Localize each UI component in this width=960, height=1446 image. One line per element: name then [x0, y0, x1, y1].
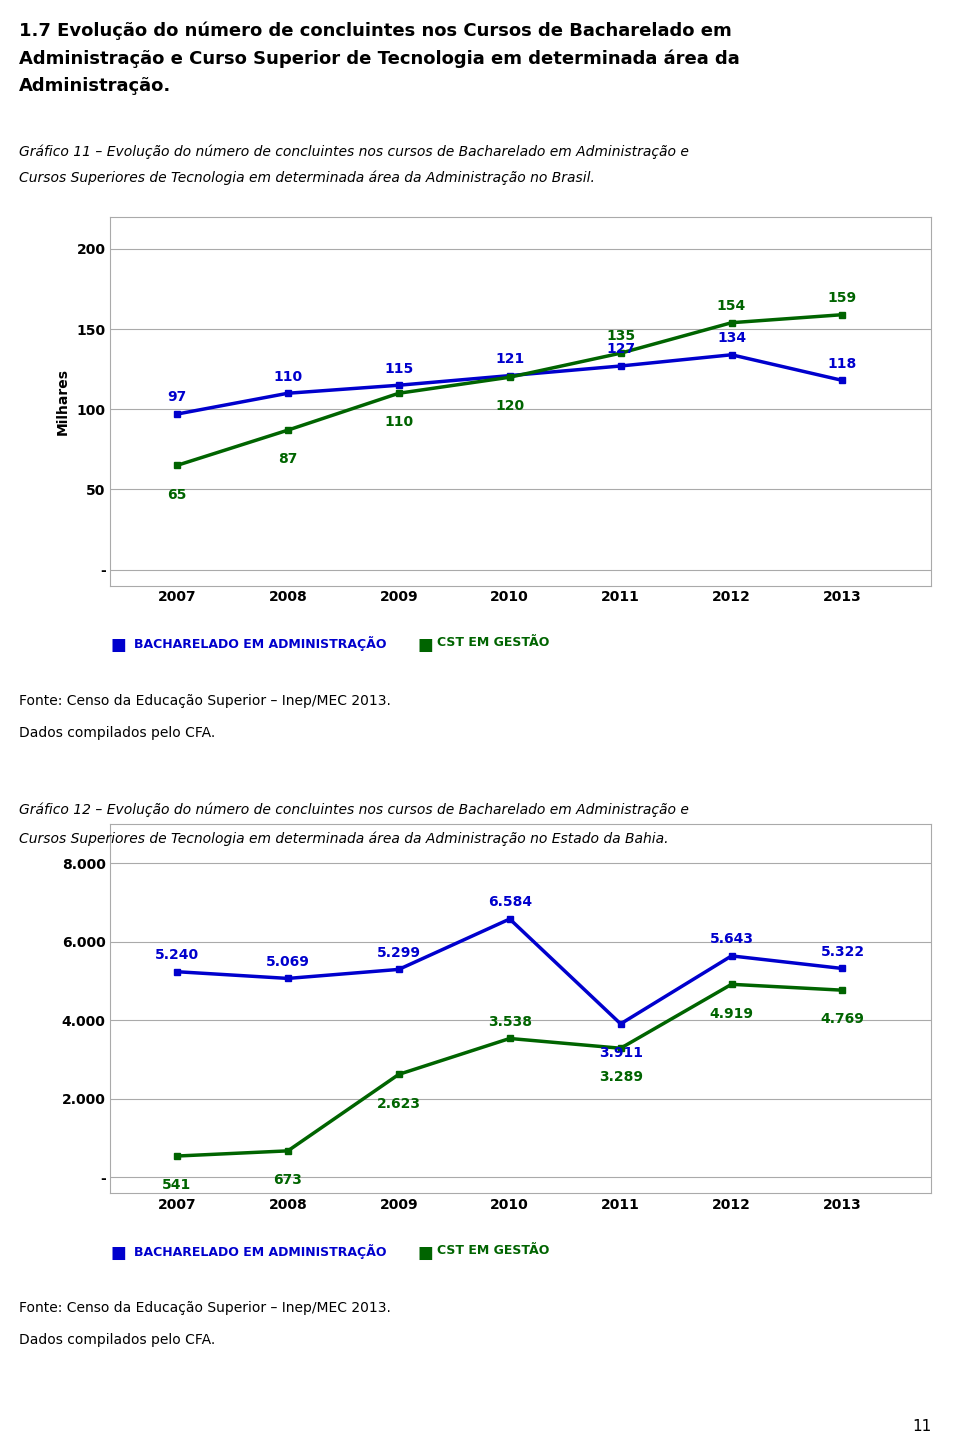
- Y-axis label: Milhares: Milhares: [56, 367, 69, 435]
- Text: 121: 121: [495, 351, 524, 366]
- Text: ■: ■: [110, 1244, 126, 1261]
- Text: Fonte: Censo da Educação Superior – Inep/MEC 2013.: Fonte: Censo da Educação Superior – Inep…: [19, 1301, 391, 1316]
- Text: Administração.: Administração.: [19, 77, 172, 94]
- Text: 3.538: 3.538: [488, 1015, 532, 1028]
- Text: ■: ■: [110, 636, 126, 654]
- Text: 6.584: 6.584: [488, 895, 532, 910]
- Text: 159: 159: [828, 291, 857, 305]
- Text: 3.289: 3.289: [599, 1070, 642, 1084]
- Text: 2.623: 2.623: [376, 1096, 420, 1111]
- Text: 5.322: 5.322: [821, 944, 865, 959]
- Text: Dados compilados pelo CFA.: Dados compilados pelo CFA.: [19, 1333, 215, 1348]
- Text: 5.299: 5.299: [376, 946, 420, 960]
- Text: 110: 110: [274, 370, 302, 383]
- Text: 65: 65: [167, 487, 186, 502]
- Text: Fonte: Censo da Educação Superior – Inep/MEC 2013.: Fonte: Censo da Educação Superior – Inep…: [19, 694, 391, 709]
- Text: Gráfico 12 – Evolução do número de concluintes nos cursos de Bacharelado em Admi: Gráfico 12 – Evolução do número de concl…: [19, 803, 689, 817]
- Text: 127: 127: [606, 343, 636, 356]
- Text: 673: 673: [274, 1173, 302, 1187]
- Text: 97: 97: [167, 390, 186, 405]
- Text: 115: 115: [384, 362, 414, 376]
- Text: 87: 87: [278, 453, 298, 467]
- Text: Cursos Superiores de Tecnologia em determinada área da Administração no Estado d: Cursos Superiores de Tecnologia em deter…: [19, 831, 669, 846]
- Text: Cursos Superiores de Tecnologia em determinada área da Administração no Brasil.: Cursos Superiores de Tecnologia em deter…: [19, 171, 595, 185]
- Text: 11: 11: [912, 1420, 931, 1434]
- Text: 5.240: 5.240: [155, 949, 199, 962]
- Text: CST EM GESTÃO: CST EM GESTÃO: [437, 1244, 549, 1257]
- Text: 5.069: 5.069: [266, 954, 310, 969]
- Text: 154: 154: [717, 299, 746, 312]
- Text: ■: ■: [418, 1244, 433, 1261]
- Text: 118: 118: [828, 357, 857, 370]
- Text: 5.643: 5.643: [709, 933, 754, 946]
- Text: ■: ■: [418, 636, 433, 654]
- Text: Administração e Curso Superior de Tecnologia em determinada área da: Administração e Curso Superior de Tecnol…: [19, 49, 740, 68]
- Text: 4.769: 4.769: [821, 1012, 864, 1027]
- Text: CST EM GESTÃO: CST EM GESTÃO: [437, 636, 549, 649]
- Text: Dados compilados pelo CFA.: Dados compilados pelo CFA.: [19, 726, 215, 740]
- Text: 120: 120: [495, 399, 524, 414]
- Text: 3.911: 3.911: [599, 1045, 642, 1060]
- Text: BACHARELADO EM ADMINISTRAÇÃO: BACHARELADO EM ADMINISTRAÇÃO: [134, 636, 387, 651]
- Text: 4.919: 4.919: [709, 1006, 754, 1021]
- Text: 135: 135: [606, 330, 636, 344]
- Text: BACHARELADO EM ADMINISTRAÇÃO: BACHARELADO EM ADMINISTRAÇÃO: [134, 1244, 387, 1258]
- Text: 134: 134: [717, 331, 746, 346]
- Text: 1.7 Evolução do número de concluintes nos Cursos de Bacharelado em: 1.7 Evolução do número de concluintes no…: [19, 22, 732, 40]
- Text: Gráfico 11 – Evolução do número de concluintes nos cursos de Bacharelado em Admi: Gráfico 11 – Evolução do número de concl…: [19, 145, 689, 159]
- Text: 541: 541: [162, 1178, 192, 1193]
- Text: 110: 110: [384, 415, 414, 429]
